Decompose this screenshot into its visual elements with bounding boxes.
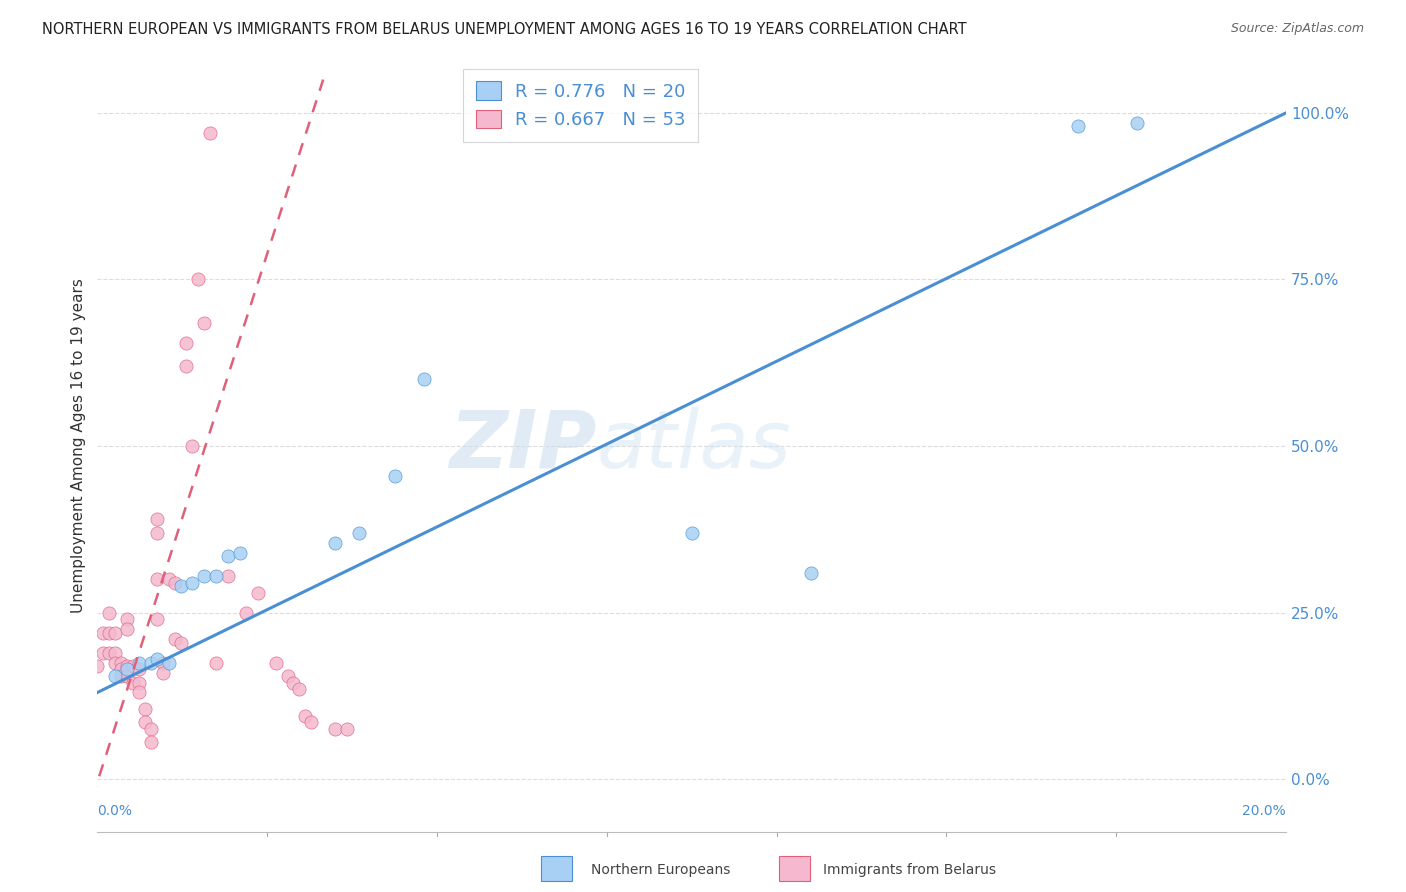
Text: Source: ZipAtlas.com: Source: ZipAtlas.com [1230, 22, 1364, 36]
Point [157, 656, 180, 670]
Point [163, 632, 186, 647]
Point [323, 722, 346, 736]
Point [115, 622, 138, 636]
Point [169, 579, 191, 593]
Point [91, 646, 114, 660]
Point [200, 126, 222, 140]
Legend: R = 0.776   N = 20, R = 0.667   N = 53: R = 0.776 N = 20, R = 0.667 N = 53 [463, 69, 699, 142]
Point [146, 512, 169, 526]
Point [139, 735, 162, 749]
Point [193, 569, 215, 583]
Point [134, 702, 156, 716]
Text: 20.0%: 20.0% [1243, 804, 1286, 818]
Point [134, 715, 156, 730]
Point [176, 335, 198, 350]
Point [104, 646, 127, 660]
Point [152, 665, 174, 680]
Point [288, 682, 311, 697]
Text: NORTHERN EUROPEAN VS IMMIGRANTS FROM BELARUS UNEMPLOYMENT AMONG AGES 16 TO 19 YE: NORTHERN EUROPEAN VS IMMIGRANTS FROM BEL… [42, 22, 967, 37]
Point [146, 652, 169, 666]
Point [217, 549, 239, 563]
Point [115, 662, 138, 676]
Point [336, 722, 359, 736]
Point [128, 685, 150, 699]
Point [323, 535, 346, 549]
Point [193, 316, 215, 330]
Point [139, 722, 162, 736]
Point [104, 625, 127, 640]
Y-axis label: Unemployment Among Ages 16 to 19 years: Unemployment Among Ages 16 to 19 years [72, 278, 86, 614]
Point [264, 656, 287, 670]
Point [157, 572, 180, 586]
Point [283, 675, 305, 690]
Text: 0.0%: 0.0% [97, 804, 132, 818]
Point [115, 612, 138, 626]
Point [681, 525, 703, 540]
Point [139, 656, 162, 670]
Point [384, 469, 406, 483]
Point [104, 669, 127, 683]
Point [98, 606, 121, 620]
Point [299, 715, 322, 730]
Point [205, 569, 228, 583]
Point [187, 272, 209, 286]
Point [115, 658, 138, 673]
Text: Northern Europeans: Northern Europeans [591, 863, 730, 877]
Point [799, 566, 821, 580]
Point [413, 372, 436, 386]
Point [169, 635, 191, 649]
Point [128, 656, 150, 670]
Point [146, 612, 169, 626]
Point [122, 675, 145, 690]
Point [128, 662, 150, 676]
Point [146, 572, 169, 586]
Point [181, 575, 204, 590]
Point [146, 525, 169, 540]
Point [163, 575, 186, 590]
Point [110, 662, 132, 676]
Point [110, 669, 132, 683]
Point [347, 525, 370, 540]
Point [104, 656, 127, 670]
Point [229, 545, 252, 559]
Text: Immigrants from Belarus: Immigrants from Belarus [823, 863, 995, 877]
Point [205, 656, 228, 670]
Point [217, 569, 239, 583]
Point [246, 585, 269, 599]
Point [176, 359, 198, 373]
Point [98, 625, 121, 640]
Point [91, 625, 114, 640]
Point [128, 675, 150, 690]
Point [235, 606, 257, 620]
Point [294, 708, 316, 723]
Point [1067, 120, 1090, 134]
Point [181, 439, 204, 453]
Point [1126, 116, 1149, 130]
Point [277, 669, 299, 683]
Text: ZIP: ZIP [449, 407, 596, 485]
Point [110, 656, 132, 670]
Point [122, 658, 145, 673]
Point [115, 669, 138, 683]
Point [152, 656, 174, 670]
Point [98, 646, 121, 660]
Point [86, 658, 108, 673]
Text: atlas: atlas [596, 407, 792, 485]
